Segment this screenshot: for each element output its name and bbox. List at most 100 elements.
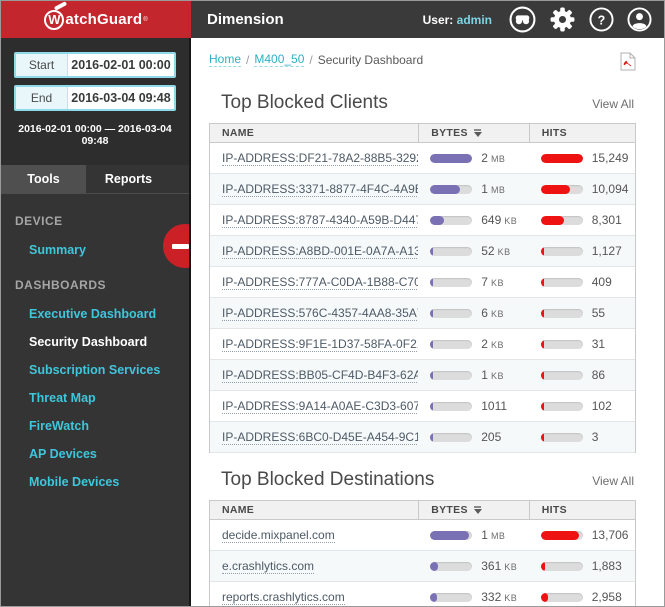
- table-row: IP-ADDRESS:9F1E-1D37-58FA-0F21-C5B... 2K…: [210, 329, 635, 360]
- bytes-value: 6KB: [481, 306, 504, 320]
- sidebar-item-security-dashboard[interactable]: Security Dashboard: [15, 328, 189, 356]
- row-name-link[interactable]: decide.mixpanel.com: [222, 528, 335, 543]
- table-row: IP-ADDRESS:A8BD-001E-0A7A-A130-4A3... 52…: [210, 236, 635, 267]
- bytes-value: 1KB: [481, 368, 504, 382]
- view-all-link[interactable]: View All: [592, 474, 634, 488]
- section-title: Top Blocked Clients: [221, 92, 388, 114]
- hits-bar: [541, 433, 583, 442]
- bytes-value: 1MB: [481, 182, 505, 196]
- breadcrumb-security-dashboard: Security Dashboard: [318, 53, 423, 67]
- breadcrumb-m400_50[interactable]: M400_50: [254, 52, 304, 67]
- user-name[interactable]: admin: [457, 13, 492, 27]
- row-name-link[interactable]: IP-ADDRESS:9F1E-1D37-58FA-0F21-C5B...: [222, 337, 418, 352]
- bytes-bar: [430, 593, 472, 602]
- table-header: NAME BYTES HITS: [210, 501, 635, 520]
- view-all-link[interactable]: View All: [592, 97, 634, 111]
- table-row: IP-ADDRESS:DF21-78A2-88B5-3292-71A... 2M…: [210, 143, 635, 174]
- column-header-name[interactable]: NAME: [210, 124, 418, 142]
- hits-bar: [541, 402, 583, 411]
- breadcrumb-home[interactable]: Home: [209, 52, 241, 67]
- user-account-icon[interactable]: [627, 7, 652, 32]
- bytes-value: 2MB: [481, 151, 505, 165]
- start-value[interactable]: 2016-02-01 00:00: [68, 54, 174, 76]
- hits-value: 2,958: [592, 590, 622, 604]
- main-content: Home/M400_50/Security Dashboard Top Bloc…: [191, 38, 664, 606]
- row-name-link[interactable]: IP-ADDRESS:576C-4357-4AA8-35A7-9C8...: [222, 306, 418, 321]
- hits-bar: [541, 340, 583, 349]
- bytes-bar: [430, 154, 472, 163]
- row-name-link[interactable]: IP-ADDRESS:6BC0-D45E-A454-9C14-201...: [222, 430, 418, 445]
- table-row: e.crashlytics.com 361KB 1,883: [210, 551, 635, 582]
- table-section: Top Blocked Destinations View All NAME B…: [209, 469, 636, 606]
- hits-value: 10,094: [592, 182, 629, 196]
- logo-registered-mark: ®: [143, 17, 147, 23]
- row-name-link[interactable]: IP-ADDRESS:777A-C0DA-1B88-C702-774...: [222, 275, 418, 290]
- bytes-bar: [430, 216, 472, 225]
- column-header-hits[interactable]: HITS: [529, 501, 635, 519]
- hits-value: 55: [592, 306, 605, 320]
- start-date-field[interactable]: Start 2016-02-01 00:00: [14, 52, 176, 78]
- end-value[interactable]: 2016-03-04 09:48: [68, 87, 174, 109]
- row-name-link[interactable]: IP-ADDRESS:A8BD-001E-0A7A-A130-4A3...: [222, 244, 418, 259]
- hits-value: 1,883: [592, 559, 622, 573]
- column-header-bytes[interactable]: BYTES: [418, 501, 529, 519]
- row-name-link[interactable]: IP-ADDRESS:3371-8877-4F4C-4A9E-C32...: [222, 182, 418, 197]
- sidebar-item-executive-dashboard[interactable]: Executive Dashboard: [15, 300, 189, 328]
- date-range-summary: 2016-02-01 00:00 — 2016-03-04 09:48: [14, 118, 176, 157]
- sort-descending-icon: [474, 506, 482, 514]
- column-header-name[interactable]: NAME: [210, 501, 418, 519]
- table-row: IP-ADDRESS:8787-4340-A59B-D447-B4A... 64…: [210, 205, 635, 236]
- row-name-link[interactable]: e.crashlytics.com: [222, 559, 314, 574]
- hits-bar: [541, 593, 583, 602]
- user-label: User:: [423, 13, 454, 27]
- hits-value: 13,706: [592, 528, 629, 542]
- row-name-link[interactable]: IP-ADDRESS:BB05-CF4D-B4F3-62AA-CE1...: [222, 368, 418, 383]
- bytes-value: 361KB: [481, 559, 517, 573]
- sidebar: Start 2016-02-01 00:00 End 2016-03-04 09…: [1, 38, 191, 606]
- settings-gear-icon[interactable]: [549, 6, 576, 33]
- bytes-bar: [430, 340, 472, 349]
- bytes-bar: [430, 402, 472, 411]
- row-name-link[interactable]: IP-ADDRESS:8787-4340-A59B-D447-B4A...: [222, 213, 418, 228]
- minus-icon: [172, 244, 189, 249]
- goggles-icon[interactable]: [509, 6, 536, 33]
- top-header: W atchGuard ® Dimension User: admin: [1, 1, 664, 38]
- sidebar-tab-reports[interactable]: Reports: [86, 165, 171, 193]
- user-chip: User: admin: [423, 13, 492, 27]
- bytes-value: 332KB: [481, 590, 517, 604]
- breadcrumb: Home/M400_50/Security Dashboard: [209, 52, 423, 67]
- bytes-value: 2KB: [481, 337, 504, 351]
- app-window: W atchGuard ® Dimension User: admin: [0, 0, 665, 607]
- bytes-bar: [430, 185, 472, 194]
- sidebar-item-subscription-services[interactable]: Subscription Services: [15, 356, 189, 384]
- nav-section-title: DASHBOARDS: [15, 278, 189, 292]
- bytes-value: 1MB: [481, 528, 505, 542]
- bytes-bar: [430, 309, 472, 318]
- help-icon[interactable]: ?: [589, 7, 614, 32]
- table-row: IP-ADDRESS:BB05-CF4D-B4F3-62AA-CE1... 1K…: [210, 360, 635, 391]
- export-pdf-icon[interactable]: [620, 52, 636, 76]
- breadcrumb-separator: /: [246, 53, 249, 67]
- column-header-bytes[interactable]: BYTES: [418, 124, 529, 142]
- sidebar-tab-tools[interactable]: Tools: [1, 165, 86, 193]
- column-header-hits[interactable]: HITS: [529, 124, 635, 142]
- bytes-bar: [430, 247, 472, 256]
- row-name-link[interactable]: IP-ADDRESS:DF21-78A2-88B5-3292-71A...: [222, 151, 418, 166]
- sidebar-item-firewatch[interactable]: FireWatch: [15, 412, 189, 440]
- sidebar-item-mobile-devices[interactable]: Mobile Devices: [15, 468, 189, 496]
- sidebar-item-threat-map[interactable]: Threat Map: [15, 384, 189, 412]
- table-header: NAME BYTES HITS: [210, 124, 635, 143]
- table-row: IP-ADDRESS:6BC0-D45E-A454-9C14-201... 20…: [210, 422, 635, 453]
- bytes-value: 205: [481, 430, 504, 444]
- watchguard-logo: W atchGuard ®: [44, 10, 147, 30]
- hits-bar: [541, 185, 583, 194]
- row-name-link[interactable]: reports.crashlytics.com: [222, 590, 345, 605]
- table-row: decide.mixpanel.com 1MB 13,706: [210, 520, 635, 551]
- table-row: IP-ADDRESS:3371-8877-4F4C-4A9E-C32... 1M…: [210, 174, 635, 205]
- end-date-field[interactable]: End 2016-03-04 09:48: [14, 85, 176, 111]
- logo-w-circle: W: [44, 10, 64, 30]
- sidebar-item-ap-devices[interactable]: AP Devices: [15, 440, 189, 468]
- table-row: IP-ADDRESS:9A14-A0AE-C3D3-607C-F10... 10…: [210, 391, 635, 422]
- app-bar: Dimension User: admin: [191, 1, 664, 38]
- row-name-link[interactable]: IP-ADDRESS:9A14-A0AE-C3D3-607C-F10...: [222, 399, 418, 414]
